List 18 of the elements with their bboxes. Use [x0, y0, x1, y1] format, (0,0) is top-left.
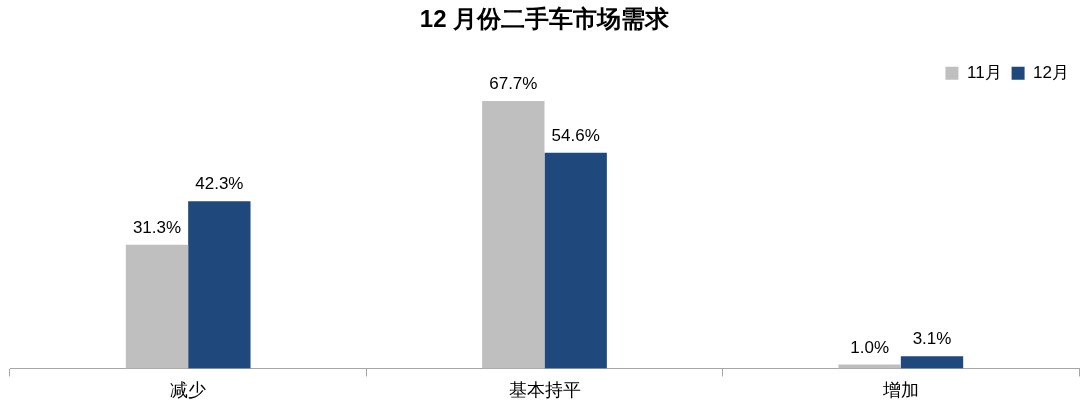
data-label: 54.6%	[551, 125, 600, 145]
legend-label: 11月	[966, 62, 1002, 82]
data-label: 31.3%	[132, 217, 182, 237]
data-label: 3.1%	[912, 329, 952, 349]
x-tick-label: 增加	[881, 380, 919, 401]
bar	[900, 356, 964, 369]
chart-title: 12 月份二手车市场需求	[419, 5, 671, 33]
data-label: 42.3%	[195, 174, 244, 194]
legend-label: 12月	[1033, 62, 1070, 82]
bar	[482, 100, 545, 369]
bar	[544, 152, 607, 369]
data-label: 67.7%	[489, 74, 538, 94]
bar	[838, 364, 901, 369]
x-tick-label: 基本持平	[508, 380, 581, 401]
data-label: 1.0%	[850, 337, 890, 357]
bar	[188, 201, 251, 369]
bar	[125, 244, 189, 369]
x-tick-label: 减少	[170, 380, 207, 401]
